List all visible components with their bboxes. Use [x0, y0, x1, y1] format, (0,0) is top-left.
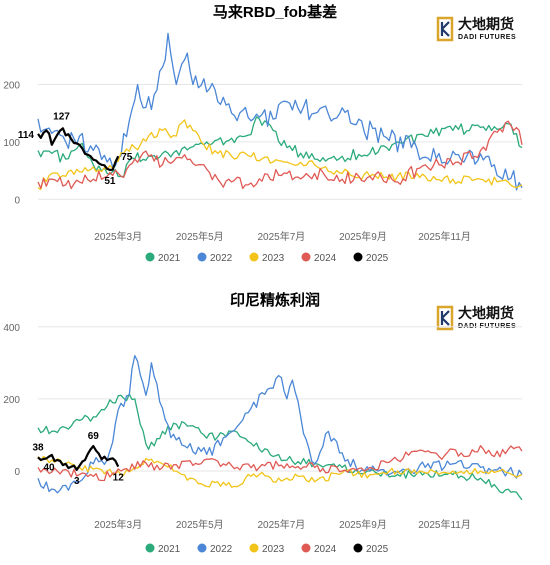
legend-swatch: [249, 543, 259, 553]
x-tick-label: 2025年3月: [94, 230, 142, 243]
logo-glyph-icon: [440, 310, 450, 326]
legend-swatch: [197, 543, 207, 553]
x-tick-label: 2025年5月: [176, 230, 224, 243]
legend-swatch: [249, 252, 259, 262]
legend-item-2023[interactable]: 2023: [249, 252, 285, 265]
legend-swatch: [353, 543, 363, 553]
x-tick-label: 2025年11月: [418, 230, 471, 243]
x-tick-label: 2025年9月: [339, 518, 387, 531]
legend-item-2024[interactable]: 2024: [301, 252, 337, 265]
legend-label: 2022: [210, 253, 233, 264]
x-tick-label: 2025年3月: [94, 518, 142, 531]
legend-label: 2022: [210, 544, 233, 555]
series-line-2022: [37, 354, 523, 494]
logo-glyph-icon: [440, 21, 450, 37]
logo-cn-text: 大地期货: [458, 16, 514, 32]
series-line-2024: [37, 120, 523, 190]
x-tick-label: 2025年5月: [176, 518, 224, 531]
y-tick-label: 400: [3, 323, 20, 334]
data-label: 75: [121, 152, 133, 163]
data-label: 38: [32, 442, 44, 453]
data-label: 3: [74, 476, 80, 487]
x-tick-label: 2025年7月: [257, 518, 305, 531]
legend-label: 2024: [314, 253, 337, 264]
series-line-2021: [37, 393, 523, 501]
data-label: 114: [18, 130, 35, 141]
legend-item-2025[interactable]: 2025: [353, 252, 389, 265]
legend-item-2022[interactable]: 2022: [197, 252, 233, 265]
legend-label: 2025: [366, 253, 389, 264]
series-line-2025: [37, 127, 120, 172]
legend-label: 2023: [262, 253, 285, 264]
data-label: 127: [53, 111, 70, 122]
legend-swatch: [197, 252, 207, 262]
legend-swatch: [301, 543, 311, 553]
legend-swatch: [301, 252, 311, 262]
legend-label: 2025: [366, 544, 389, 555]
legend-swatch: [353, 252, 363, 262]
data-label: 51: [104, 176, 116, 187]
data-label: 40: [44, 463, 56, 474]
logo-mark-icon: [436, 16, 454, 42]
series-line-2024: [37, 445, 523, 482]
logo-en-text: DADI FUTURES: [458, 34, 516, 41]
logo: 大地期货 DADI FUTURES: [436, 16, 516, 42]
data-label: 12: [113, 473, 125, 484]
legend-label: 2021: [158, 253, 181, 264]
legend-swatch: [145, 543, 155, 553]
legend-item-2024[interactable]: 2024: [301, 543, 337, 556]
y-tick-label: 100: [3, 138, 20, 149]
logo-cn-text: 大地期货: [458, 305, 514, 321]
legend-swatch: [145, 252, 155, 262]
legend-item-2021[interactable]: 2021: [145, 543, 181, 556]
legend-item-2025[interactable]: 2025: [353, 543, 389, 556]
legend-item-2022[interactable]: 2022: [197, 543, 233, 556]
series-line-2023: [37, 119, 523, 191]
y-tick-label: 0: [14, 467, 20, 478]
x-tick-label: 2025年11月: [418, 518, 471, 531]
series-line-2021: [37, 116, 523, 178]
logo-mark-icon: [436, 305, 454, 331]
legend-label: 2023: [262, 544, 285, 555]
series-line-2025: [37, 445, 120, 471]
legend-label: 2024: [314, 544, 337, 555]
y-tick-label: 200: [3, 395, 20, 406]
x-tick-label: 2025年7月: [257, 230, 305, 243]
legend-item-2023[interactable]: 2023: [249, 543, 285, 556]
legend-item-2021[interactable]: 2021: [145, 252, 181, 265]
chart-title: 印尼精炼利润: [230, 291, 320, 309]
series-line-2023: [37, 455, 523, 488]
y-tick-label: 200: [3, 81, 20, 92]
x-tick-label: 2025年9月: [339, 230, 387, 243]
legend-label: 2021: [158, 544, 181, 555]
data-label: 69: [88, 431, 100, 442]
y-tick-label: 0: [14, 195, 20, 206]
chart-title: 马来RBD_fob基差: [213, 3, 337, 21]
